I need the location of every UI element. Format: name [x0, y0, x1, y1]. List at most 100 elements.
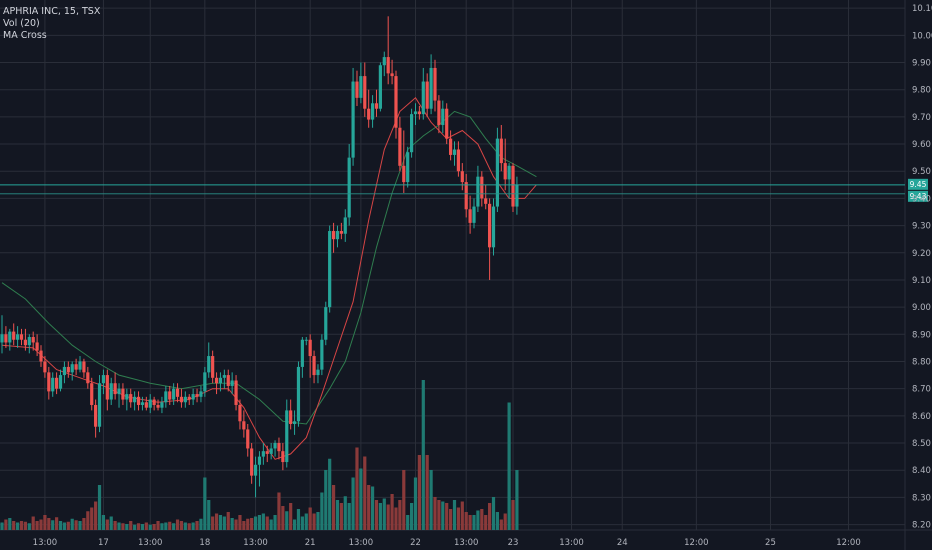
volume-bar: [503, 513, 507, 530]
volume-bar: [187, 523, 191, 530]
candle-body: [39, 350, 43, 362]
candle-body: [199, 391, 203, 397]
volume-bar: [203, 477, 207, 530]
candle-body: [16, 334, 20, 340]
candle-body: [359, 76, 363, 98]
indicator-volume[interactable]: Vol (20): [3, 18, 40, 29]
price-tag: [908, 178, 928, 190]
current-price-line: 9.45 9.43: [0, 178, 928, 202]
volume-bar: [195, 521, 199, 530]
candle-body: [183, 396, 187, 403]
candle-body: [452, 149, 457, 155]
candle-body: [324, 307, 328, 340]
candle-body: [164, 391, 168, 403]
volume-bar: [261, 513, 265, 530]
time-tick-label: 13:00: [349, 538, 374, 548]
volume-bar: [425, 455, 429, 530]
volume-bar: [495, 512, 500, 530]
candle-body: [222, 375, 226, 378]
candle-body: [0, 334, 4, 343]
candle-body: [203, 372, 207, 392]
candle-body: [331, 231, 336, 240]
candle-body: [370, 103, 375, 120]
candle-body: [456, 149, 461, 172]
price-tick-label: 8.50: [912, 439, 931, 449]
candle-body: [121, 388, 125, 400]
volume-bar: [94, 501, 98, 530]
volume-bar: [152, 524, 156, 530]
candle-body: [398, 127, 402, 166]
price-tick-label: 9.70: [912, 113, 931, 123]
candle-body: [148, 399, 152, 408]
volume-bar: [160, 523, 164, 530]
volume-bar: [445, 503, 449, 530]
time-tick-label: 23: [508, 538, 519, 548]
candle-body: [125, 394, 129, 400]
candle-body: [152, 399, 156, 405]
price-tick-label: 8.20: [912, 521, 931, 531]
price-tick-label: 8.90: [912, 330, 931, 340]
volume-bar: [31, 516, 35, 530]
volume-bar: [273, 515, 277, 530]
candle-body: [58, 375, 63, 389]
volume-bar: [308, 507, 312, 530]
volume-bar: [168, 521, 172, 530]
candle-body: [472, 206, 476, 223]
volume-bar: [55, 517, 59, 530]
candle-body: [335, 231, 340, 240]
time-axis[interactable]: 13:00 17 13:00 18 13:00 21 13:00 22 13:00 23 13:00…: [33, 538, 861, 548]
volume-bar: [355, 447, 359, 530]
candle-body: [8, 331, 12, 343]
candle-body: [304, 339, 308, 341]
symbol-title[interactable]: APHRIA INC, 15, TSX: [3, 6, 101, 17]
price-tick-label: 9.90: [912, 59, 931, 69]
volume-bar: [398, 500, 402, 530]
volume-bar: [23, 521, 28, 530]
volume-bar: [374, 500, 379, 530]
price-axis[interactable]: 10.10 10.00 9.90 9.80 9.70 9.60 9.50 9.40 9.30 9.…: [912, 4, 932, 530]
candle-body: [86, 372, 90, 384]
candle-body: [246, 429, 250, 449]
volume-bar: [437, 500, 441, 530]
candle-body: [328, 231, 332, 308]
candle-body: [140, 402, 145, 405]
time-tick-label: 21: [305, 538, 316, 548]
candle-body: [12, 331, 16, 340]
volume-bar: [281, 506, 285, 530]
volume-bar: [292, 519, 297, 530]
candle-body: [90, 383, 94, 405]
candle-body: [23, 339, 28, 346]
candle-body: [433, 67, 437, 101]
candle-body: [402, 165, 406, 183]
candlestick-series: [0, 16, 519, 498]
volume-bar: [429, 470, 433, 530]
volume-bar: [27, 523, 31, 530]
candle-body: [448, 138, 453, 155]
volume-bar: [480, 509, 484, 530]
candle-body: [253, 464, 258, 476]
volume-bar: [296, 509, 301, 530]
volume-bar: [406, 515, 410, 530]
volume-bar: [43, 515, 47, 530]
volume-bar: [250, 518, 254, 530]
volume-bar: [191, 522, 195, 530]
time-tick-label: 17: [98, 538, 109, 548]
candle-body: [511, 165, 515, 207]
price-tick-label: 10.00: [912, 31, 932, 41]
candle-body: [117, 388, 121, 395]
volume-bar: [300, 516, 304, 530]
volume-bar: [409, 503, 414, 530]
candle-body: [515, 184, 519, 207]
price-tag: [908, 190, 928, 202]
time-tick-label: 24: [617, 538, 628, 548]
volume-bar: [484, 515, 488, 530]
volume-bar: [448, 509, 453, 530]
candle-body: [47, 372, 51, 392]
candle-body: [35, 342, 39, 351]
indicator-ma-cross[interactable]: MA Cross: [3, 30, 47, 41]
volume-bar: [156, 521, 160, 530]
candle-body: [27, 337, 31, 346]
volume-bar: [105, 519, 109, 530]
price-tick-label: 8.30: [912, 493, 931, 503]
